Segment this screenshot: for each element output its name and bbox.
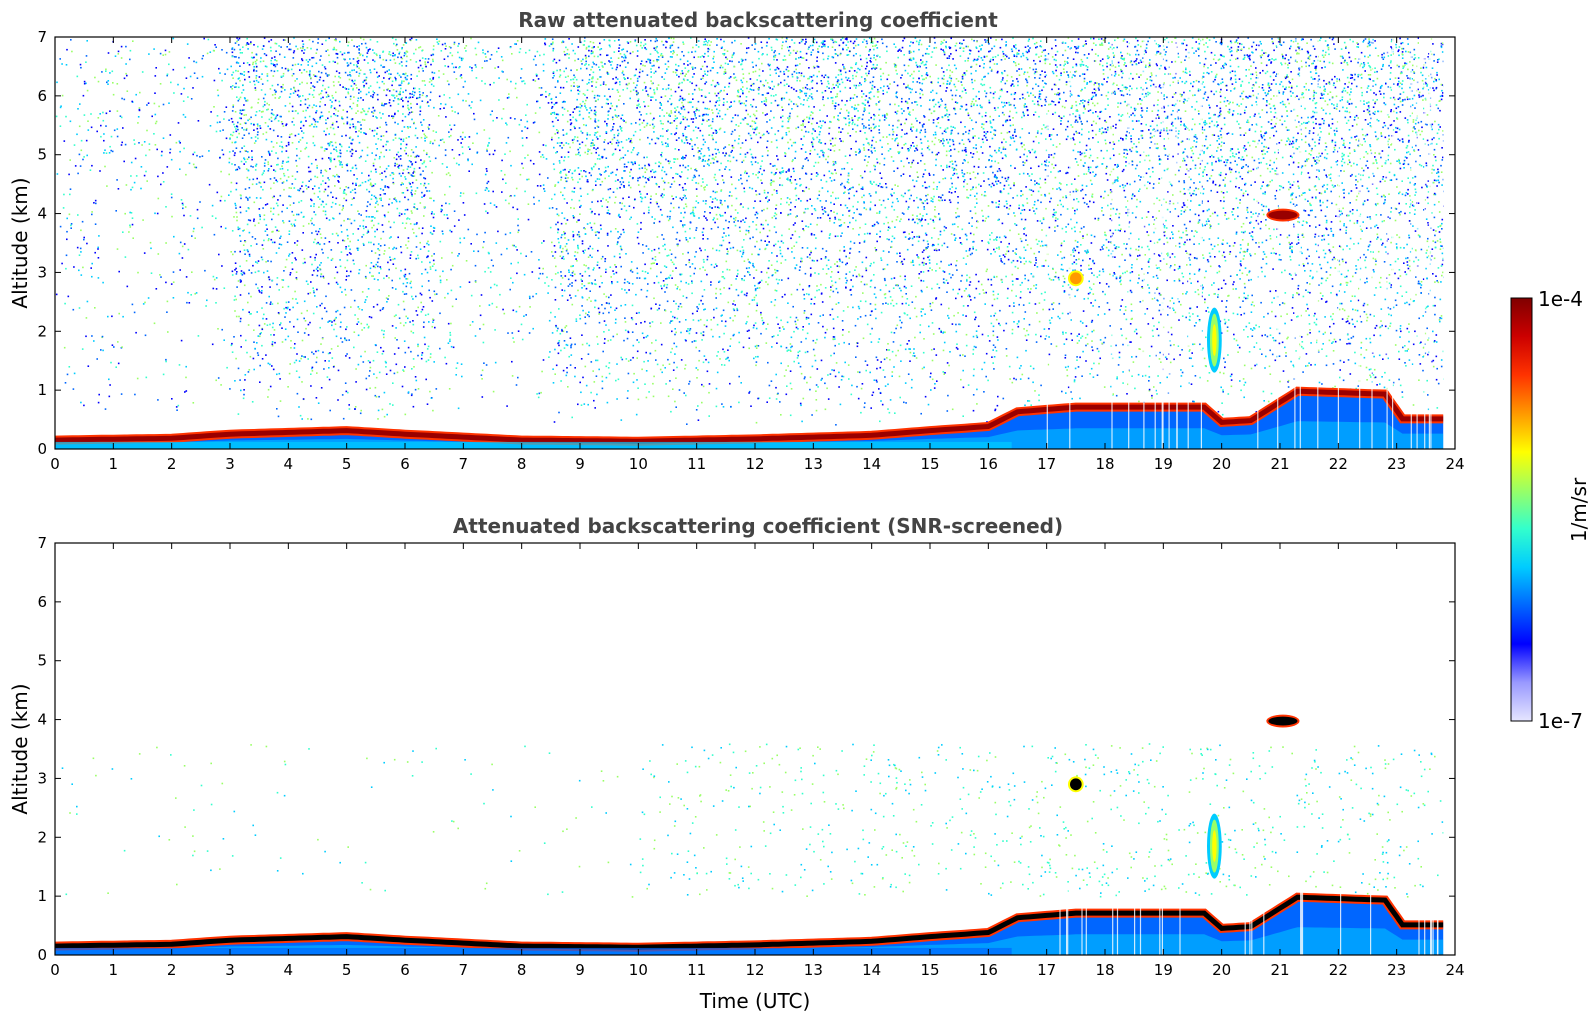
x-tick-label: 7 — [459, 961, 469, 979]
top-axes: 0 1 2 3 4 5 6 7 8 9 10 11 12 13 14 15 16 17 18 19 20 21 22 23 24… — [37, 28, 1464, 473]
noise-speckle — [61, 743, 1445, 898]
y-tick-label: 1 — [37, 887, 47, 905]
cloud — [1268, 716, 1298, 726]
x-tick-label: 24 — [1445, 961, 1464, 979]
y-tick-label: 0 — [37, 946, 47, 964]
y-tick-label: 7 — [37, 534, 47, 552]
x-tick-label: 23 — [1387, 455, 1406, 473]
x-tick-label: 15 — [920, 961, 939, 979]
x-tick-label: 2 — [167, 961, 177, 979]
boundary-layer-top — [54, 894, 1444, 950]
x-tick-label: 5 — [342, 455, 352, 473]
y-tick-label: 7 — [37, 28, 47, 46]
x-tick-label: 10 — [629, 961, 648, 979]
noise-speckle — [55, 37, 1445, 426]
y-tick-label: 5 — [37, 652, 47, 670]
y-tick-label: 5 — [37, 146, 47, 164]
bottom-axes: 0 1 2 3 4 5 6 7 8 9 10 11 12 13 14 15 16 17 18 19 20 21 22 23 24… — [37, 534, 1464, 979]
colorbar — [1510, 297, 1533, 722]
x-axis-label: Time (UTC) — [699, 989, 811, 1013]
x-tick-label: 6 — [400, 961, 410, 979]
y-tick-label: 6 — [37, 87, 47, 105]
x-tick-label: 17 — [1037, 961, 1056, 979]
x-tick-label: 4 — [284, 961, 294, 979]
x-tick-label: 22 — [1329, 455, 1348, 473]
no-data-region — [1443, 543, 1455, 955]
data-gaps — [1046, 37, 1432, 449]
bottom-heatmap-data — [54, 543, 1455, 955]
x-tick-label: 5 — [342, 961, 352, 979]
x-tick-label: 20 — [1212, 961, 1231, 979]
x-tick-label: 18 — [1095, 961, 1114, 979]
colorbar-min-label: 1e-7 — [1538, 709, 1583, 733]
x-tick-label: 4 — [284, 455, 294, 473]
x-tick-label: 14 — [862, 961, 881, 979]
x-tick-label: 11 — [687, 961, 706, 979]
x-tick-label: 15 — [920, 455, 939, 473]
y-tick-label: 2 — [37, 322, 47, 340]
x-tick-label: 19 — [1154, 455, 1173, 473]
surface-layer — [55, 947, 1012, 955]
x-tick-label: 16 — [979, 455, 998, 473]
x-tick-label: 6 — [400, 455, 410, 473]
x-tick-label: 24 — [1445, 455, 1464, 473]
top-y-axis-label: Altitude (km) — [8, 177, 32, 308]
x-tick-label: 22 — [1329, 961, 1348, 979]
y-tick-label: 3 — [37, 769, 47, 787]
x-tick-label: 9 — [575, 961, 585, 979]
y-tick-label: 2 — [37, 828, 47, 846]
x-tick-label: 12 — [745, 455, 764, 473]
plume-core — [1212, 324, 1217, 357]
cloud — [1070, 272, 1082, 285]
x-tick-label: 3 — [225, 961, 235, 979]
bottom-chart-title: Attenuated backscattering coefficient (S… — [453, 514, 1063, 538]
x-tick-label: 20 — [1212, 455, 1231, 473]
x-tick-label: 1 — [109, 961, 119, 979]
x-tick-label: 13 — [804, 455, 823, 473]
boundary-layer-top — [54, 388, 1444, 444]
cloud — [1070, 778, 1082, 791]
x-tick-label: 8 — [517, 455, 527, 473]
top-heatmap-data — [54, 37, 1455, 449]
x-tick-label: 8 — [517, 961, 527, 979]
top-chart-title: Raw attenuated backscattering coefficien… — [518, 8, 998, 32]
x-tick-label: 3 — [225, 455, 235, 473]
cloud — [1268, 210, 1298, 220]
x-tick-label: 16 — [979, 961, 998, 979]
x-tick-label: 17 — [1037, 455, 1056, 473]
x-tick-label: 23 — [1387, 961, 1406, 979]
data-gaps — [1059, 890, 1439, 955]
x-tick-label: 2 — [167, 455, 177, 473]
y-tick-label: 0 — [37, 440, 47, 458]
x-tick-label: 11 — [687, 455, 706, 473]
surface-layer — [55, 441, 1012, 449]
x-tick-label: 0 — [50, 455, 60, 473]
x-tick-label: 10 — [629, 455, 648, 473]
x-tick-label: 1 — [109, 455, 119, 473]
plume-core — [1212, 830, 1217, 863]
x-tick-label: 0 — [50, 961, 60, 979]
x-tick-label: 13 — [804, 961, 823, 979]
x-tick-label: 7 — [459, 455, 469, 473]
y-tick-label: 1 — [37, 381, 47, 399]
x-tick-label: 21 — [1270, 455, 1289, 473]
x-tick-label: 18 — [1095, 455, 1114, 473]
x-tick-label: 14 — [862, 455, 881, 473]
y-tick-label: 6 — [37, 593, 47, 611]
x-tick-label: 12 — [745, 961, 764, 979]
colorbar-max-label: 1e-4 — [1538, 287, 1583, 311]
no-data-region — [1443, 37, 1455, 449]
x-tick-label: 9 — [575, 455, 585, 473]
x-tick-label: 19 — [1154, 961, 1173, 979]
colorbar-label: 1/m/sr — [1567, 477, 1591, 542]
x-tick-label: 21 — [1270, 961, 1289, 979]
top-plot-frame — [54, 36, 1456, 450]
y-tick-label: 4 — [37, 711, 47, 729]
y-tick-label: 4 — [37, 205, 47, 223]
bottom-y-axis-label: Altitude (km) — [8, 683, 32, 814]
y-tick-label: 3 — [37, 263, 47, 281]
